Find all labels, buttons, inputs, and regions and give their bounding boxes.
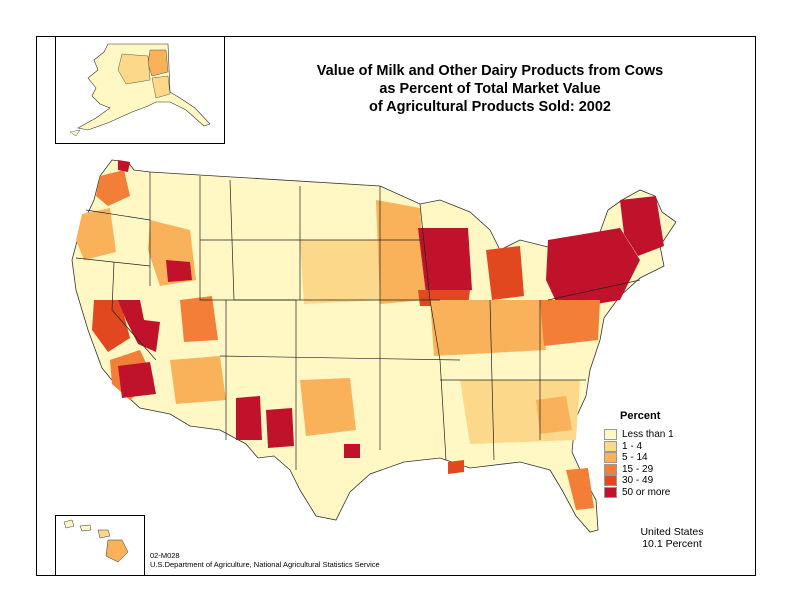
legend-item: 1 - 4 xyxy=(604,440,724,453)
region-west-coast-or xyxy=(76,208,116,260)
region-ny-pa xyxy=(546,228,640,310)
legend-item: Less than 1 xyxy=(604,429,724,441)
legend-item: 15 - 29 xyxy=(604,463,724,476)
region-tx-mid xyxy=(300,378,356,436)
legend-swatch xyxy=(604,486,617,498)
us-summary: United States 10.1 Percent xyxy=(612,526,732,550)
state-boundaries xyxy=(75,172,641,470)
legend: Percent Less than 1 1 - 4 5 - 14 15 - 29… xyxy=(604,410,724,498)
hawaii-island-maui xyxy=(97,529,111,539)
region-fl xyxy=(566,468,594,510)
legend-swatch xyxy=(604,452,617,464)
region-tx-dark xyxy=(344,444,360,458)
region-idaho-dark xyxy=(166,260,192,282)
contiguous-us xyxy=(71,159,677,533)
region-new-england xyxy=(620,196,664,256)
legend-label: 50 or more xyxy=(622,486,671,498)
summary-value: 10.1 Percent xyxy=(642,538,702,550)
region-plains xyxy=(300,240,384,304)
region-northwest-wa xyxy=(96,170,130,206)
region-nv-dark xyxy=(118,300,160,352)
map-title: Value of Milk and Other Dairy Products f… xyxy=(270,62,710,116)
source-credit: U.S.Department of Agriculture, National … xyxy=(150,560,380,569)
boundary-ms-river xyxy=(419,203,447,461)
boundary-wa-or xyxy=(85,209,151,221)
region-az-mid xyxy=(170,356,226,404)
alaska-shape xyxy=(77,43,211,131)
hawaii-island-big xyxy=(105,539,129,563)
legend-label: 5 - 14 xyxy=(622,452,648,464)
footer: 02-M028 U.S.Department of Agriculture, N… xyxy=(150,551,380,569)
boundary-west-interior xyxy=(199,176,227,440)
region-wi xyxy=(418,228,472,294)
region-mn-ia xyxy=(376,200,426,304)
boundary-or-ca xyxy=(75,257,151,267)
region-gulf xyxy=(448,460,464,474)
legend-label: Less than 1 xyxy=(622,429,674,441)
legend-swatch xyxy=(604,429,617,441)
region-nm-dark2 xyxy=(266,408,294,448)
boundary-horizontal-3 xyxy=(219,355,461,361)
alaska-region-b xyxy=(117,53,151,85)
legend-swatch xyxy=(604,440,617,452)
title-line-1: Value of Milk and Other Dairy Products f… xyxy=(316,63,664,79)
region-ohio-valley xyxy=(540,300,600,346)
region-wa-dark xyxy=(118,160,130,172)
hawaii-island-kauai xyxy=(63,519,75,529)
hawaii-inset xyxy=(63,519,129,563)
region-utah xyxy=(180,296,218,342)
region-midwest xyxy=(430,300,546,356)
legend-item: 5 - 14 xyxy=(604,452,724,464)
region-nm-dark xyxy=(236,396,262,440)
boundary-ca-nv xyxy=(111,261,157,361)
legend-label: 15 - 29 xyxy=(622,463,654,475)
alaska-island xyxy=(69,129,81,137)
region-az-dark xyxy=(118,362,156,398)
alaska-inset xyxy=(69,43,211,137)
legend-swatch xyxy=(604,475,617,487)
region-ca-central xyxy=(92,300,130,352)
region-sc-ga xyxy=(536,396,572,434)
boundary-ne xyxy=(547,279,641,301)
legend-swatch xyxy=(604,463,617,475)
legend-item: 50 or more xyxy=(604,486,724,499)
legend-item: 30 - 49 xyxy=(604,475,724,487)
legend-label: 30 - 49 xyxy=(622,475,654,487)
legend-title: Percent xyxy=(620,410,661,422)
legend-label: 1 - 4 xyxy=(622,440,643,452)
summary-region: United States xyxy=(640,526,704,538)
map-id: 02-M028 xyxy=(150,551,180,560)
map-frame xyxy=(36,36,756,576)
title-line-3: of Agricultural Products Sold: 2002 xyxy=(369,99,611,115)
region-mi xyxy=(486,246,524,300)
title-line-2: as Percent of Total Market Value xyxy=(379,81,601,97)
alaska-region-a xyxy=(147,49,169,77)
hawaii-island-oahu xyxy=(79,524,92,532)
alaska-region-c xyxy=(151,75,171,99)
